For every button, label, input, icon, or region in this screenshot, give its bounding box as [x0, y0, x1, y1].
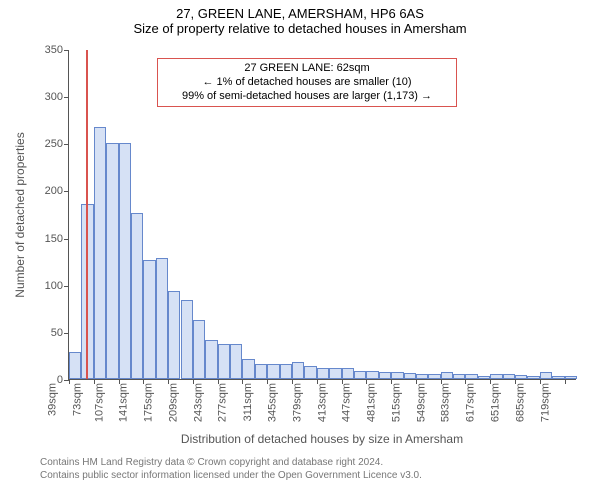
chart-container: 27, GREEN LANE, AMERSHAM, HP6 6AS Size o…	[0, 0, 600, 500]
y-tick-label: 300	[45, 91, 69, 103]
x-tick-label: 243sqm	[192, 383, 204, 422]
histogram-bar	[329, 368, 341, 379]
x-tick-label: 277sqm	[217, 383, 229, 422]
y-tick-label: 200	[45, 185, 69, 197]
y-axis-label: Number of detached properties	[13, 132, 27, 297]
histogram-bar	[453, 374, 465, 379]
histogram-bar	[230, 344, 242, 379]
x-axis-label: Distribution of detached houses by size …	[181, 432, 463, 446]
histogram-bar	[428, 374, 440, 379]
histogram-bar	[218, 344, 230, 379]
histogram-bar	[242, 359, 254, 379]
x-tick-label: 515sqm	[390, 383, 402, 422]
x-tick-label: 345sqm	[266, 383, 278, 422]
x-tick-label: 141sqm	[118, 383, 130, 422]
x-tick-label: 73sqm	[71, 383, 83, 416]
histogram-bar	[143, 260, 155, 379]
histogram-bar	[317, 368, 329, 379]
footer-attribution: Contains HM Land Registry data © Crown c…	[40, 456, 422, 482]
histogram-bar	[119, 143, 131, 379]
x-tick-label: 583sqm	[440, 383, 452, 422]
x-tick-label: 209sqm	[167, 383, 179, 422]
histogram-bar	[490, 374, 502, 379]
y-tick-label: 250	[45, 138, 69, 150]
histogram-bar	[156, 258, 168, 379]
histogram-bar	[304, 366, 316, 379]
histogram-bar	[131, 213, 143, 379]
histogram-bar	[379, 372, 391, 379]
histogram-bar	[391, 372, 403, 379]
histogram-bar	[565, 376, 577, 379]
histogram-bar	[69, 352, 81, 379]
histogram-bar	[552, 376, 564, 379]
histogram-bar	[181, 300, 193, 379]
x-tick-label: 719sqm	[539, 383, 551, 422]
histogram-bar	[255, 364, 267, 379]
histogram-bar	[205, 340, 217, 379]
x-tick-label: 685sqm	[514, 383, 526, 422]
x-tick-label: 447sqm	[341, 383, 353, 422]
x-tick-label: 651sqm	[489, 383, 501, 422]
histogram-bar	[106, 143, 118, 379]
histogram-bar	[465, 374, 477, 379]
reference-line	[86, 50, 88, 379]
histogram-bar	[94, 127, 106, 379]
y-tick-label: 350	[45, 44, 69, 56]
x-tick-label: 617sqm	[465, 383, 477, 422]
x-tick-label: 39sqm	[46, 383, 58, 416]
footer-line-2: Contains public sector information licen…	[40, 469, 422, 482]
histogram-bar	[354, 371, 366, 379]
histogram-bar	[193, 320, 205, 379]
histogram-bar	[515, 375, 527, 379]
y-tick-label: 150	[45, 233, 69, 245]
histogram-bar	[404, 373, 416, 379]
x-tick-label: 549sqm	[415, 383, 427, 422]
histogram-bar	[366, 371, 378, 379]
y-tick-label: 50	[51, 327, 69, 339]
histogram-bar	[503, 374, 515, 379]
footer-line-1: Contains HM Land Registry data © Crown c…	[40, 456, 422, 469]
subtitle: Size of property relative to detached ho…	[0, 21, 600, 36]
x-tick-mark	[69, 379, 70, 384]
histogram-bar	[478, 376, 490, 379]
histogram-bar	[527, 376, 539, 379]
x-tick-label: 175sqm	[143, 383, 155, 422]
address-title: 27, GREEN LANE, AMERSHAM, HP6 6AS	[0, 0, 600, 21]
x-tick-mark	[565, 379, 566, 384]
histogram-plot: 27 GREEN LANE: 62sqm ← 1% of detached ho…	[68, 50, 576, 380]
infobox-line-1: 27 GREEN LANE: 62sqm	[166, 62, 448, 76]
histogram-bar	[292, 362, 304, 379]
x-tick-label: 311sqm	[242, 383, 254, 421]
histogram-bar	[168, 291, 180, 379]
reference-info-box: 27 GREEN LANE: 62sqm ← 1% of detached ho…	[157, 58, 457, 107]
x-tick-label: 413sqm	[316, 383, 328, 422]
y-tick-label: 100	[45, 280, 69, 292]
x-tick-label: 107sqm	[93, 383, 105, 422]
histogram-bar	[267, 364, 279, 379]
histogram-bar	[416, 374, 428, 379]
x-tick-label: 481sqm	[366, 383, 378, 422]
y-tick-label: 0	[57, 374, 69, 386]
histogram-bar	[540, 372, 552, 379]
histogram-bar	[441, 372, 453, 379]
infobox-line-2: ← 1% of detached houses are smaller (10)	[166, 76, 448, 90]
infobox-line-3: 99% of semi-detached houses are larger (…	[166, 90, 448, 104]
x-tick-label: 379sqm	[291, 383, 303, 422]
histogram-bar	[280, 364, 292, 379]
histogram-bar	[342, 368, 354, 379]
